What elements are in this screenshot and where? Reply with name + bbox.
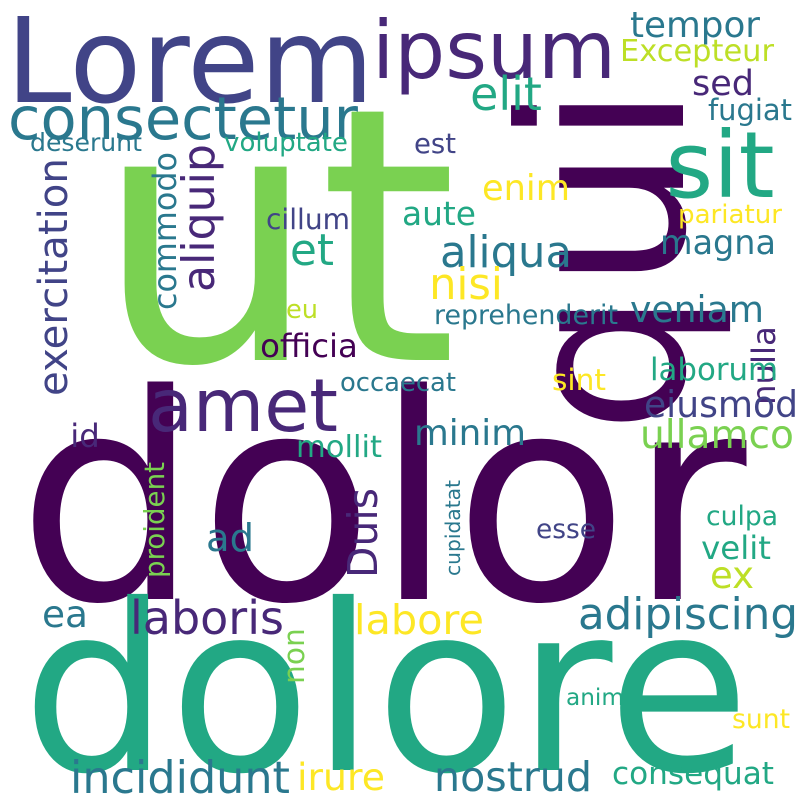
cloud-word: laborum — [650, 351, 778, 388]
cloud-word: enim — [481, 168, 570, 210]
cloud-word: fugiat — [707, 92, 792, 127]
cloud-word: elit — [470, 67, 542, 122]
cloud-word: labore — [354, 596, 484, 645]
cloud-word: veniam — [630, 287, 764, 331]
cloud-word: dolore — [22, 554, 750, 800]
cloud-word: irure — [297, 755, 385, 800]
cloud-word: tempor — [630, 5, 760, 47]
cloud-word: ea — [42, 592, 88, 637]
cloud-word: aliquip — [173, 144, 225, 292]
cloud-word: cillum — [266, 202, 350, 236]
cloud-word: Duis — [338, 488, 387, 578]
cloud-word: deserunt — [30, 128, 142, 158]
cloud-word: eu — [286, 295, 318, 326]
cloud-word: minim — [414, 413, 526, 455]
cloud-word: id — [70, 416, 100, 455]
cloud-word: velit — [701, 528, 771, 567]
cloud-word: proident — [138, 462, 172, 578]
cloud-word: et — [290, 225, 334, 277]
cloud-word: ullamco — [640, 413, 794, 459]
cloud-word: officia — [260, 326, 358, 365]
cloud-word: magna — [660, 223, 776, 263]
cloud-word: sunt — [732, 703, 790, 735]
cloud-word: anim — [565, 684, 624, 712]
cloud-word: sed — [691, 63, 754, 105]
cloud-word: sit — [665, 112, 775, 220]
cloud-word: consequat — [612, 756, 774, 793]
cloud-word: aute — [402, 194, 476, 233]
cloud-word: dolor — [17, 333, 747, 667]
cloud-word: mollit — [295, 429, 382, 465]
cloud-word: ad — [206, 515, 254, 561]
cloud-word: nostrud — [434, 753, 592, 800]
cloud-word: cupidatat — [440, 480, 465, 576]
cloud-word: sint — [552, 363, 606, 398]
cloud-word: est — [414, 128, 456, 161]
cloud-word: pariatur — [678, 199, 782, 230]
cloud-word: ut — [94, 33, 458, 445]
cloud-word: Lorem — [5, 0, 374, 131]
cloud-word: culpa — [706, 500, 778, 532]
cloud-word: occaecat — [339, 368, 456, 399]
cloud-word: adipiscing — [578, 590, 798, 641]
cloud-word: exercitation — [30, 158, 77, 396]
cloud-word: laboris — [130, 590, 284, 645]
cloud-word: nisi — [429, 260, 503, 311]
cloud-word: incididunt — [70, 752, 290, 800]
cloud-word: Excepteur — [619, 33, 775, 69]
cloud-word: consectetur — [8, 84, 358, 154]
cloud-word: aliqua — [440, 228, 572, 279]
cloud-word: voluptate — [224, 127, 348, 158]
cloud-word: eiusmod — [643, 383, 798, 426]
cloud-word: amet — [148, 364, 338, 450]
cloud-word: ipsum — [372, 3, 616, 97]
cloud-word: reprehenderit — [434, 299, 618, 331]
cloud-word: non — [277, 628, 313, 684]
cloud-word: esse — [535, 513, 596, 545]
cloud-word: ex — [710, 553, 754, 597]
